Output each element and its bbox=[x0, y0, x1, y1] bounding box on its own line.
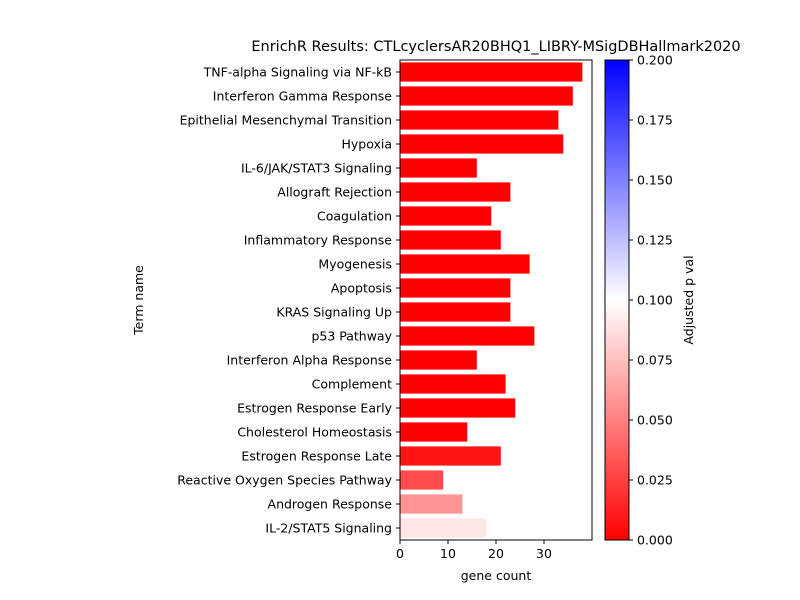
colorbar-ticks: 0.000 0.025 0.050 0.075 0.100 0.125 0.150 0.175… bbox=[629, 53, 673, 548]
y-tick-label: Cholesterol Homeostasis bbox=[237, 425, 392, 440]
colorbar-tick-label: 0.075 bbox=[637, 353, 673, 368]
colorbar-tick-label: 0.125 bbox=[637, 233, 673, 248]
bar bbox=[400, 398, 516, 418]
plot-frame bbox=[399, 59, 593, 541]
y-tick-labels: TNF-alpha Signaling via NF-kB Interferon … bbox=[177, 65, 400, 536]
y-tick-label: Estrogen Response Early bbox=[237, 401, 393, 416]
bar bbox=[400, 254, 530, 274]
bar bbox=[400, 230, 501, 250]
bar bbox=[400, 206, 492, 226]
bar bbox=[400, 470, 444, 490]
y-tick-label: KRAS Signaling Up bbox=[276, 305, 392, 320]
y-tick-label: Complement bbox=[312, 377, 392, 392]
bar bbox=[400, 134, 564, 154]
colorbar-tick-label: 0.175 bbox=[637, 113, 673, 128]
y-tick-label: Estrogen Response Late bbox=[241, 449, 392, 464]
x-tick-label: 10 bbox=[440, 546, 456, 561]
bar bbox=[400, 374, 506, 394]
x-tick-label: 0 bbox=[396, 546, 404, 561]
bar bbox=[400, 62, 583, 82]
y-tick-label: Myogenesis bbox=[318, 257, 392, 272]
y-tick-label: Hypoxia bbox=[341, 137, 392, 152]
x-tick-label: 30 bbox=[536, 546, 552, 561]
y-tick-label: Interferon Gamma Response bbox=[213, 89, 393, 104]
y-tick-label: Reactive Oxygen Species Pathway bbox=[177, 473, 392, 488]
y-tick-label: Inflammatory Response bbox=[244, 233, 393, 248]
y-tick-label: Apoptosis bbox=[331, 281, 392, 296]
bar bbox=[400, 86, 573, 106]
colorbar bbox=[604, 59, 630, 541]
y-tick-label: Allograft Rejection bbox=[277, 185, 392, 200]
colorbar-label: Adjusted p val bbox=[681, 255, 696, 344]
colorbar-tick-label: 0.050 bbox=[637, 413, 673, 428]
y-tick-label: Interferon Alpha Response bbox=[227, 353, 393, 368]
colorbar-tick-label: 0.025 bbox=[637, 473, 673, 488]
bar bbox=[400, 278, 511, 298]
y-tick-label: Androgen Response bbox=[268, 497, 393, 512]
colorbar-tick-label: 0.100 bbox=[637, 293, 673, 308]
y-tick-label: TNF-alpha Signaling via NF-kB bbox=[203, 65, 392, 80]
bar bbox=[400, 110, 559, 130]
colorbar-tick-label: 0.150 bbox=[637, 173, 673, 188]
y-tick-label: Epithelial Mesenchymal Transition bbox=[180, 113, 392, 128]
y-tick-label: Coagulation bbox=[317, 209, 392, 224]
colorbar-tick-label: 0.200 bbox=[637, 53, 673, 68]
y-tick-label: p53 Pathway bbox=[311, 329, 392, 344]
bar bbox=[400, 494, 463, 514]
y-tick-label: IL-6/JAK/STAT3 Signaling bbox=[241, 161, 392, 176]
bar bbox=[400, 446, 501, 466]
colorbar-tick-label: 0.000 bbox=[637, 533, 673, 548]
bar bbox=[400, 326, 535, 346]
x-tick-label: 20 bbox=[488, 546, 504, 561]
bar bbox=[400, 518, 487, 538]
bar bbox=[400, 182, 511, 202]
chart-title: EnrichR Results: CTLcyclersAR20BHQ1_LIBR… bbox=[251, 39, 740, 55]
y-tick-label: IL-2/STAT5 Signaling bbox=[265, 521, 392, 536]
bar bbox=[400, 350, 477, 370]
y-axis-label: Term name bbox=[131, 265, 146, 336]
bar bbox=[400, 422, 468, 442]
bar bbox=[400, 158, 477, 178]
x-axis: 0 10 20 30 bbox=[396, 540, 552, 561]
bar bbox=[400, 302, 511, 322]
bars-group bbox=[400, 62, 583, 538]
x-axis-label: gene count bbox=[461, 568, 532, 583]
